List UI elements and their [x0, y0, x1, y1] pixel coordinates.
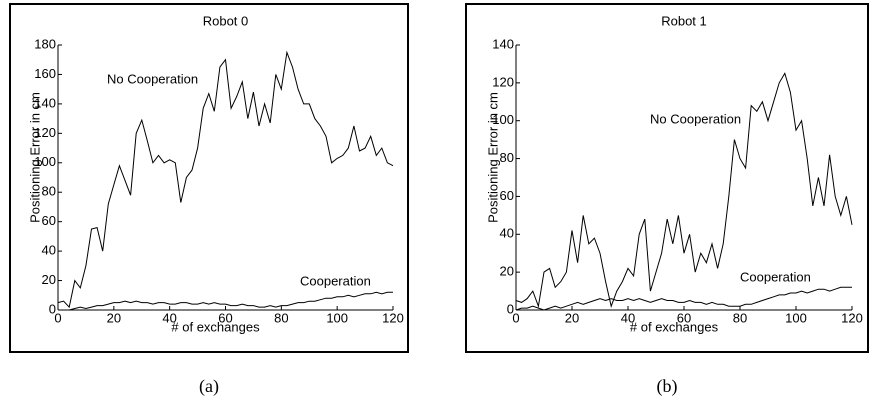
series-label: No Cooperation	[650, 111, 741, 126]
x-tick-label: 120	[841, 310, 863, 325]
y-axis-label: Positioning Error in cm	[27, 92, 42, 223]
x-tick-label: 0	[512, 310, 519, 325]
panel-frame	[465, 3, 869, 353]
y-tick-label: 40	[500, 226, 514, 241]
x-tick-label: 80	[733, 310, 747, 325]
y-tick-label: 140	[34, 95, 56, 110]
y-tick-label: 160	[34, 66, 56, 81]
y-tick-label: 0	[507, 301, 514, 316]
x-tick-label: 20	[107, 310, 121, 325]
x-tick-label: 60	[218, 310, 232, 325]
y-tick-label: 120	[492, 74, 514, 89]
x-tick-label: 80	[274, 310, 288, 325]
y-tick-label: 140	[492, 36, 514, 51]
x-tick-label: 120	[382, 310, 404, 325]
y-tick-label: 20	[42, 272, 56, 287]
chart-title: Robot 1	[661, 13, 707, 28]
caption: (b)	[657, 376, 678, 397]
x-tick-label: 40	[621, 310, 635, 325]
caption: (a)	[199, 376, 219, 397]
series-label: Cooperation	[300, 273, 371, 288]
x-tick-label: 0	[54, 310, 61, 325]
series-line	[515, 72, 853, 309]
x-axis-label: # of exchanges	[171, 319, 260, 334]
y-axis-label: Positioning Error in cm	[485, 92, 500, 223]
series-line	[58, 291, 393, 311]
y-tick-label: 120	[34, 125, 56, 140]
y-tick-label: 60	[42, 213, 56, 228]
x-tick-label: 60	[677, 310, 691, 325]
x-tick-label: 100	[785, 310, 807, 325]
x-tick-label: 20	[565, 310, 579, 325]
y-tick-label: 100	[34, 154, 56, 169]
y-tick-label: 40	[42, 243, 56, 258]
panel-frame	[9, 3, 409, 353]
y-tick-label: 60	[500, 188, 514, 203]
chart-title: Robot 0	[203, 13, 249, 28]
series-line	[515, 286, 852, 311]
series-line	[57, 50, 394, 309]
x-tick-label: 40	[162, 310, 176, 325]
y-tick-label: 20	[500, 264, 514, 279]
y-tick-label: 100	[492, 112, 514, 127]
y-tick-label: 80	[500, 150, 514, 165]
series-label: No Cooperation	[107, 71, 198, 86]
series-label: Cooperation	[740, 269, 811, 284]
y-tick-label: 0	[49, 301, 56, 316]
x-axis-label: # of exchanges	[630, 319, 719, 334]
y-tick-label: 180	[34, 36, 56, 51]
x-tick-label: 100	[326, 310, 348, 325]
y-tick-label: 80	[42, 184, 56, 199]
